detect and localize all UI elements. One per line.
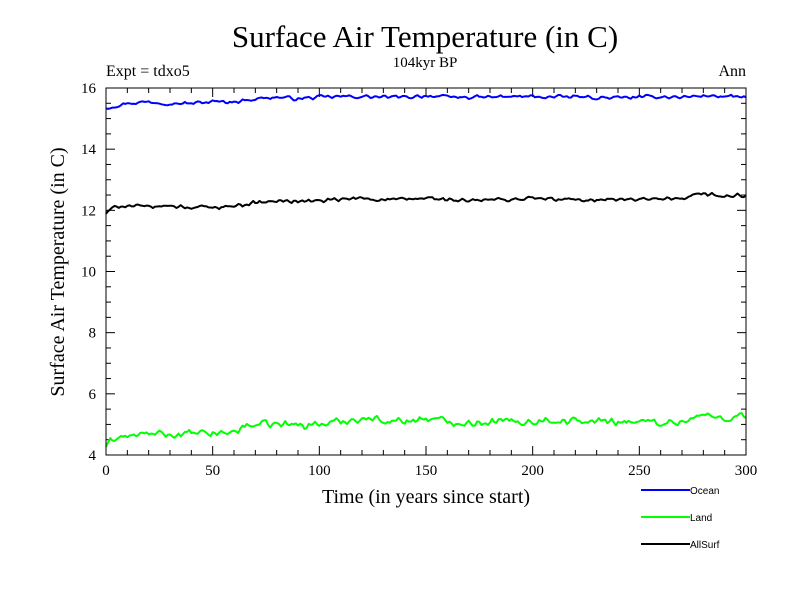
x-tick-label: 0	[102, 463, 110, 479]
y-tick-label: 6	[89, 387, 97, 403]
chart-title: Surface Air Temperature (in C)	[232, 19, 618, 54]
x-axis-label: Time (in years since start)	[322, 486, 530, 508]
series-line-ocean	[105, 93, 747, 110]
series-line-allsurf	[105, 191, 747, 215]
series-line-land	[105, 412, 747, 448]
legend-label-ocean: Ocean	[690, 486, 719, 497]
legend: Ocean Land AllSurf	[641, 486, 720, 551]
season-label: Ann	[718, 63, 746, 80]
legend-label-allsurf: AllSurf	[690, 540, 720, 551]
x-tick-label: 300	[735, 463, 758, 479]
x-tick-label: 150	[415, 463, 438, 479]
y-axis-label: Surface Air Temperature (in C)	[47, 147, 69, 396]
x-tick-label: 50	[205, 463, 220, 479]
plot-frame	[105, 87, 747, 456]
y-tick-label: 14	[81, 142, 97, 158]
x-tick-label: 250	[628, 463, 651, 479]
y-tick-label: 8	[89, 326, 97, 342]
y-tick-label: 10	[81, 265, 96, 281]
x-tick-label: 200	[521, 463, 544, 479]
y-tick-label: 16	[81, 81, 97, 97]
y-tick-label: 4	[89, 448, 97, 464]
series-layer	[105, 93, 747, 448]
tick-labels: 0 50 100 150 200 250 300 4 6 8 10 12 14 16	[81, 81, 757, 479]
tick-marks	[105, 87, 747, 456]
x-tick-label: 100	[308, 463, 331, 479]
legend-label-land: Land	[690, 513, 712, 524]
chart-subtitle: 104kyr BP	[393, 55, 458, 71]
experiment-label: Expt = tdxo5	[106, 63, 190, 80]
y-tick-label: 12	[81, 203, 96, 219]
